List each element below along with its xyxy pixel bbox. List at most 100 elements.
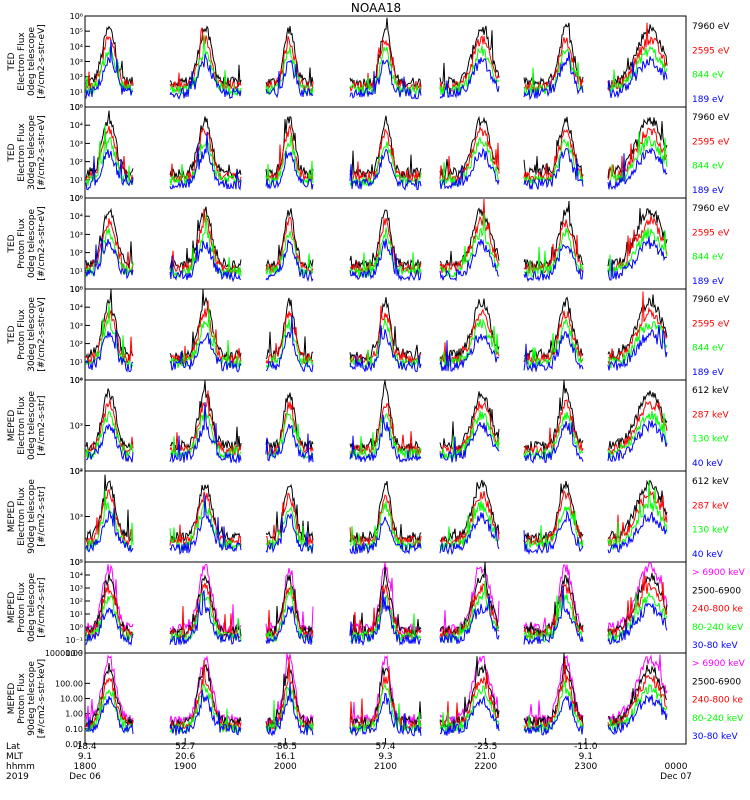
series-trace-3 (85, 494, 667, 556)
y-axis-label: 90deg telescope (27, 661, 37, 736)
series-trace-3 (85, 401, 668, 464)
panel-p2: 10⁰ 10¹ 10² 10³ 10⁴ 10⁵ TED Electron Flux 30deg … (7, 103, 730, 203)
panel-p5: 10² 10³ 10⁴ MEPED Electron Flux 0deg telescop… (7, 376, 729, 476)
panel-p6: 10² 10³ 10⁴ MEPED Electron Flux 90deg telesco… (7, 467, 729, 567)
legend-entry: 2595 eV (692, 228, 730, 238)
series-trace-2 (85, 303, 668, 370)
y-axis-label: Proton Flux (17, 218, 27, 269)
legend-entry: > 6900 keV (692, 659, 746, 669)
y-tick-label: 10⁻² (65, 649, 83, 658)
series-trace-0 (85, 653, 668, 727)
legend-entry: 7960 eV (692, 295, 730, 305)
y-tick-label: 10³ (70, 58, 83, 67)
x-tick-label-mlt: 9.1 (579, 752, 593, 762)
legend-entry: 30-80 keV (692, 641, 738, 651)
panel-frame (84, 106, 687, 199)
y-tick-label: 10⁰ (70, 376, 83, 385)
y-axis-label: TED (7, 143, 17, 162)
series-trace-1 (85, 22, 668, 94)
legend-entry: 2500-6900 (692, 677, 741, 687)
y-tick-label: 10⁴ (70, 303, 83, 312)
legend-entry: 287 keV (692, 501, 729, 511)
x-tick-label-mlt: 9.1 (78, 752, 92, 762)
y-tick-label: 10⁴ (70, 42, 83, 51)
y-tick-label: 10² (70, 340, 83, 349)
series-trace-1 (85, 562, 668, 639)
y-tick-label: 10⁵ (70, 285, 83, 294)
series-trace-2 (85, 575, 668, 642)
y-tick-label: 10² (70, 249, 83, 258)
legend-entry: 2595 eV (692, 46, 730, 56)
y-tick-label: 10³ (70, 139, 83, 148)
x-tick-label-mlt: 16.1 (275, 752, 295, 762)
legend-entry: > 6900 keV (692, 568, 746, 578)
y-axis-label: [#/cm2-s-str-eV] (37, 206, 47, 281)
x-tick-label-hhmm: 0000 (665, 762, 688, 772)
series-trace-2 (85, 124, 668, 187)
panel-p1: 10⁰ 10¹ 10² 10³ 10⁴ 10⁵ 10⁶ TED Electron Flux 0de… (7, 12, 730, 112)
legend-entry: 7960 eV (692, 204, 730, 214)
x-tick-label-hhmm: 2300 (574, 762, 597, 772)
legend-entry: 7960 eV (692, 113, 730, 123)
x-tick-label-date: Dec 07 (660, 772, 692, 782)
y-tick-label: 10¹ (70, 176, 83, 185)
y-tick-label: 10² (70, 73, 83, 82)
x-tick-label-lat: 57.4 (375, 742, 395, 752)
legend-entry: 189 eV (692, 368, 725, 378)
y-tick-label: 10² (70, 597, 83, 606)
x-row-label: hhmm (6, 762, 35, 772)
panel-frame (84, 379, 687, 472)
y-tick-label: 10⁴ (70, 571, 83, 580)
series-trace-3 (85, 132, 668, 191)
series-trace-4 (85, 585, 668, 647)
y-axis-label: TED (7, 325, 17, 344)
series-trace-3 (85, 236, 668, 283)
x-tick-label-lat: -23.5 (474, 742, 497, 752)
y-tick-label: 10³ (70, 230, 83, 239)
y-tick-label: 10³ (70, 584, 83, 593)
series-trace-2 (85, 656, 668, 732)
series-trace-1 (85, 123, 668, 184)
y-tick-label: 10⁻¹ (65, 636, 83, 645)
y-tick-label: 10² (70, 158, 83, 167)
x-tick-label-lat: -11.0 (574, 742, 598, 752)
x-row-label: MLT (6, 752, 24, 762)
y-axis-label: Electron Flux (17, 396, 27, 455)
y-tick-label: 10¹ (70, 610, 83, 619)
y-tick-label: 10⁵ (70, 558, 83, 567)
legend-entry: 240-800 ke (692, 605, 743, 615)
y-axis-label: MEPED (7, 592, 17, 624)
legend-entry: 189 eV (692, 186, 725, 196)
x-tick-label-hhmm: 2200 (474, 762, 497, 772)
x-tick-label-hhmm: 1900 (174, 762, 197, 772)
y-axis-label: 0deg telescope (27, 573, 37, 643)
legend-entry: 40 keV (692, 550, 724, 560)
legend-entry: 189 eV (692, 95, 725, 105)
y-tick-label: 10⁴ (70, 376, 83, 385)
legend-entry: 2500-6900 (692, 586, 741, 596)
y-axis-label: TED (7, 234, 17, 253)
x-tick-label-lat: -86.5 (274, 742, 297, 752)
y-tick-label: 10⁵ (70, 194, 83, 203)
legend-entry: 7960 eV (692, 22, 730, 32)
y-tick-label: 10000.00 (45, 649, 83, 658)
legend-entry: 612 keV (692, 386, 729, 396)
y-axis-label: [#/cm2-s-str-eV] (37, 297, 47, 372)
legend-entry: 30-80 keV (692, 732, 738, 742)
legend-entry: 130 keV (692, 526, 729, 536)
x-tick-label-mlt: 20.6 (175, 752, 195, 762)
legend-entry: 240-800 ke (692, 696, 743, 706)
series-trace-0 (85, 561, 668, 636)
y-tick-label: 10² (70, 558, 83, 567)
legend-entry: 2595 eV (692, 137, 730, 147)
y-tick-label: 10³ (70, 513, 83, 522)
y-tick-label: 10⁰ (70, 285, 83, 294)
series-trace-2 (85, 212, 668, 278)
y-axis-label: 30deg telescope (27, 297, 37, 372)
y-tick-label: 10⁴ (70, 121, 83, 130)
y-axis-label: [#/cm2-s-str-eV] (37, 24, 47, 99)
panel-p4: 10⁰ 10¹ 10² 10³ 10⁴ 10⁵ TED Proton Flux 30deg te… (7, 285, 730, 385)
